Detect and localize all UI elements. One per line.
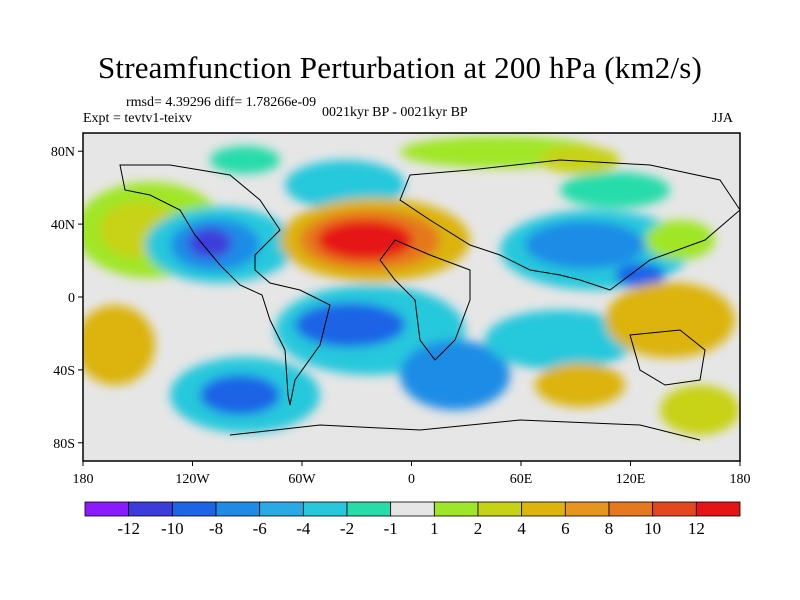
colorbar-swatch bbox=[695, 501, 741, 517]
lat-tick-label: 40S bbox=[53, 364, 75, 379]
colorbar-swatch bbox=[259, 501, 304, 517]
equatorial-atlantic-low-core bbox=[295, 303, 405, 347]
colorbar-label: 8 bbox=[605, 519, 614, 538]
colorbar-swatch bbox=[564, 501, 610, 517]
season-label: JJA bbox=[712, 111, 734, 126]
coastlines bbox=[119, 159, 740, 441]
lat-tick-label: 80S bbox=[53, 437, 75, 452]
colorbar: -12 -10 -8 -6 -4 -2 -1 1 2 4 6 8 10 12 bbox=[84, 501, 741, 538]
colorbar-swatch bbox=[477, 501, 523, 517]
colorbar-swatch bbox=[521, 501, 566, 517]
lon-tick-label: 60W bbox=[288, 472, 316, 487]
rmsd-diff-stats: rmsd= 4.39296 diff= 1.78266e-09 bbox=[126, 95, 317, 110]
colorbar-swatch bbox=[433, 501, 479, 517]
plot-title: Streamfunction Perturbation at 200 hPa (… bbox=[97, 50, 703, 85]
colorbar-swatch bbox=[608, 501, 654, 517]
americas-coastline bbox=[119, 164, 331, 406]
australia-high bbox=[605, 282, 735, 358]
colorbar-swatch bbox=[171, 501, 217, 517]
colorbar-swatch bbox=[652, 501, 697, 517]
lon-tick-label: 120W bbox=[175, 472, 210, 487]
asia-low-core bbox=[615, 263, 665, 287]
colorbar-label: 12 bbox=[688, 519, 705, 538]
colorbar-label: 2 bbox=[474, 519, 483, 538]
colorbar-swatch bbox=[128, 501, 173, 517]
australia-coastline bbox=[629, 329, 706, 386]
colorbar-label: -8 bbox=[209, 519, 223, 538]
antarctic-high bbox=[660, 385, 740, 435]
lon-tick-label: 180 bbox=[730, 472, 751, 487]
axis-ticks: 180 120W 60W 0 60E 120E 180 80N 40N 0 40S 80S bbox=[51, 145, 751, 487]
colorbar-label: 6 bbox=[561, 519, 570, 538]
asia-low-inner bbox=[525, 221, 645, 269]
central-asia-low bbox=[560, 172, 670, 208]
lon-tick-label: 120E bbox=[616, 472, 646, 487]
lon-tick-label: 0 bbox=[408, 472, 415, 487]
nw-canada-low bbox=[210, 146, 280, 174]
colorbar-swatch bbox=[84, 501, 130, 517]
se-pacific-low-core bbox=[200, 375, 280, 415]
southern-indian-high bbox=[535, 363, 625, 407]
arctic-low bbox=[285, 160, 405, 210]
central-america-low-core bbox=[188, 228, 232, 258]
dateline-south-pacific-high bbox=[83, 305, 155, 385]
colorbar-label: -2 bbox=[340, 519, 354, 538]
south-indian-ocean-low bbox=[485, 310, 635, 370]
africa-coastline bbox=[379, 239, 471, 361]
eurasia-coastline bbox=[399, 159, 740, 291]
western-pacific-high bbox=[645, 220, 715, 260]
lat-tick-label: 0 bbox=[68, 291, 75, 306]
south-atlantic-low bbox=[400, 340, 510, 410]
colorbar-label: 10 bbox=[644, 519, 661, 538]
colorbar-label: 4 bbox=[517, 519, 526, 538]
colorbar-label: -12 bbox=[117, 519, 140, 538]
colorbar-label: -6 bbox=[253, 519, 267, 538]
lat-tick-label: 40N bbox=[51, 218, 75, 233]
arctic-band-core bbox=[540, 146, 620, 174]
colorbar-swatch bbox=[215, 501, 261, 517]
lat-tick-label: 80N bbox=[51, 145, 75, 160]
colorbar-label: -1 bbox=[384, 519, 398, 538]
period-label: 0021kyr BP - 0021kyr BP bbox=[322, 105, 468, 120]
lon-tick-label: 180 bbox=[73, 472, 94, 487]
antarctica-coastline bbox=[229, 419, 701, 441]
colorbar-label: -4 bbox=[296, 519, 311, 538]
colorbar-swatch bbox=[390, 501, 435, 517]
colorbar-swatch bbox=[346, 501, 392, 517]
north-atlantic-high-core bbox=[317, 220, 413, 260]
colorbar-swatch bbox=[302, 501, 348, 517]
experiment-label: Expt = tevtv1-teixv bbox=[83, 111, 192, 126]
colorbar-label: -10 bbox=[161, 519, 184, 538]
colorbar-label: 1 bbox=[430, 519, 439, 538]
lon-tick-label: 60E bbox=[510, 472, 533, 487]
